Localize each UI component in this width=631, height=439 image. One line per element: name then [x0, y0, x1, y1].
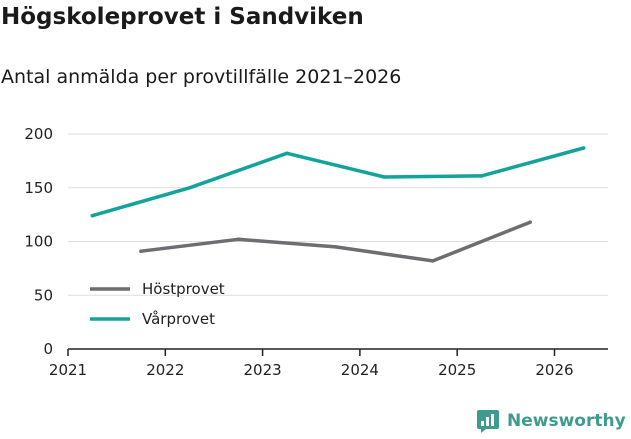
data-point-varprovet-0 [90, 213, 95, 218]
y-tick-label-200: 200 [24, 125, 53, 143]
data-point-hostprovet-2 [333, 245, 338, 249]
data-point-varprovet-5 [581, 146, 586, 150]
data-point-varprovet-4 [479, 174, 484, 178]
x-tick-label-2026: 2026 [535, 361, 573, 379]
y-axis-ticks: 0 50 100 150 200 [24, 125, 53, 358]
data-point-hostprovet-1 [236, 237, 241, 242]
data-point-hostprovet-4 [528, 220, 532, 224]
data-point-varprovet-3 [382, 175, 387, 179]
data-point-hostprovet-0 [139, 249, 143, 253]
brand: Newsworthy [476, 409, 626, 433]
grid-lines [68, 133, 608, 296]
x-tick-label-2021: 2021 [49, 361, 87, 379]
x-tick-label-2023: 2023 [244, 361, 282, 379]
data-point-varprovet-1 [187, 185, 192, 190]
y-tick-label-0: 0 [43, 340, 53, 358]
x-tick-label-2024: 2024 [341, 361, 379, 379]
series-line-varprovet [91, 146, 585, 218]
brand-name: Newsworthy [507, 411, 626, 431]
bar-chart-logo-icon [477, 410, 499, 433]
legend-label-hostprovet: Höstprovet [142, 280, 225, 298]
legend-label-varprovet: Vårprovet [142, 310, 215, 328]
y-tick-label-50: 50 [34, 286, 53, 304]
x-tick-label-2025: 2025 [438, 361, 476, 379]
data-point-hostprovet-3 [431, 259, 435, 263]
data-point-varprovet-2 [285, 151, 289, 156]
x-axis-ticks: 2021 2022 2023 2024 2025 2026 [49, 349, 574, 379]
chart-subtitle: Antal anmälda per provtillfälle 2021–202… [1, 66, 402, 88]
y-tick-label-100: 100 [24, 233, 53, 251]
legend: Höstprovet Vårprovet [90, 280, 225, 328]
chart-title: Högskoleprovet i Sandviken [1, 4, 364, 30]
x-tick-label-2022: 2022 [146, 361, 184, 379]
y-tick-label-150: 150 [24, 179, 53, 197]
series-lines [90, 146, 586, 263]
